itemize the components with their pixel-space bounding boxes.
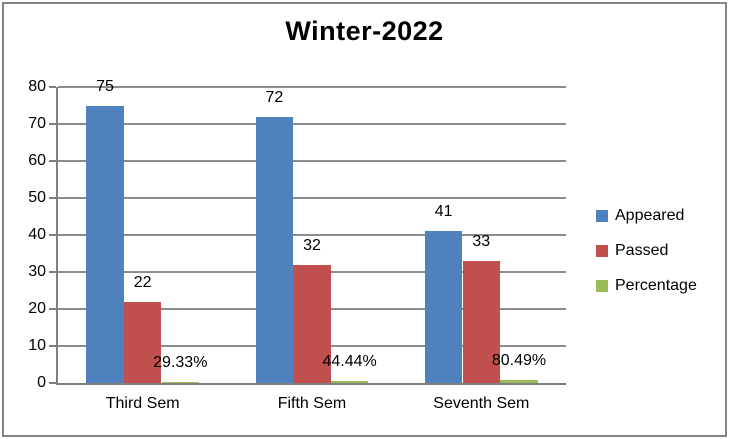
gridline-40 — [58, 234, 566, 236]
y-tick-label-70: 70 — [28, 115, 46, 132]
data-label-passed-seventh-sem: 33 — [472, 232, 491, 250]
x-category-label-third-sem: Third Sem — [105, 395, 180, 412]
chart-title: Winter-2022 — [285, 16, 444, 46]
y-tick-mark-50 — [49, 197, 56, 199]
bar-passed-fifth-sem — [293, 264, 331, 383]
bar-percentage-seventh-sem — [500, 380, 538, 383]
data-label-appeared-seventh-sem: 41 — [434, 203, 453, 221]
gridline-70 — [58, 123, 566, 125]
bar-appeared-third-sem — [86, 105, 124, 383]
data-label-percentage-fifth-sem: 44.44% — [322, 353, 377, 371]
data-label-appeared-fifth-sem: 72 — [265, 88, 284, 106]
x-category-label-seventh-sem: Seventh Sem — [433, 395, 530, 412]
gridline-60 — [58, 160, 566, 162]
data-label-percentage-third-sem: 29.33% — [153, 353, 208, 371]
data-label-passed-fifth-sem: 32 — [303, 236, 321, 254]
bar-passed-third-sem — [123, 301, 162, 383]
y-tick-label-60: 60 — [28, 152, 46, 169]
legend-swatch-passed — [596, 245, 608, 257]
y-tick-mark-20 — [49, 308, 56, 310]
bar-appeared-fifth-sem — [255, 116, 294, 383]
y-tick-mark-10 — [49, 345, 56, 347]
bar-percentage-third-sem — [161, 381, 200, 383]
bar-percentage-fifth-sem — [330, 381, 369, 383]
y-tick-mark-60 — [49, 160, 56, 162]
bar-passed-seventh-sem — [462, 260, 501, 383]
legend-label-percentage: Percentage — [615, 277, 697, 294]
y-tick-label-30: 30 — [28, 263, 46, 280]
legend-swatch-percentage — [596, 280, 608, 292]
legend-label-passed: Passed — [615, 242, 669, 259]
y-tick-mark-70 — [49, 123, 56, 125]
y-tick-label-0: 0 — [37, 374, 46, 391]
y-tick-label-10: 10 — [28, 337, 46, 354]
gridline-50 — [58, 197, 566, 199]
data-label-passed-third-sem: 22 — [133, 273, 152, 291]
legend-item-passed: Passed — [596, 241, 668, 261]
y-tick-label-80: 80 — [28, 78, 46, 95]
x-category-label-fifth-sem: Fifth Sem — [277, 395, 347, 412]
bar-appeared-seventh-sem — [424, 231, 463, 383]
y-tick-mark-30 — [49, 271, 56, 273]
legend-swatch-appeared — [596, 210, 608, 222]
y-tick-label-20: 20 — [28, 300, 46, 317]
data-label-percentage-seventh-sem: 80.49% — [491, 352, 547, 369]
legend-item-appeared: Appeared — [596, 206, 684, 226]
y-tick-mark-80 — [49, 86, 56, 88]
y-tick-mark-0 — [49, 382, 56, 384]
y-tick-label-40: 40 — [28, 226, 46, 243]
data-label-appeared-third-sem: 75 — [96, 77, 114, 95]
y-tick-label-50: 50 — [28, 189, 46, 206]
legend-item-percentage: Percentage — [596, 276, 697, 296]
plot-area: 75 22 29.33% 72 32 44.44% 41 33 80.49% — [49, 78, 566, 385]
legend-label-appeared: Appeared — [615, 207, 685, 224]
gridline-80 — [58, 86, 566, 88]
y-tick-mark-40 — [49, 234, 56, 236]
